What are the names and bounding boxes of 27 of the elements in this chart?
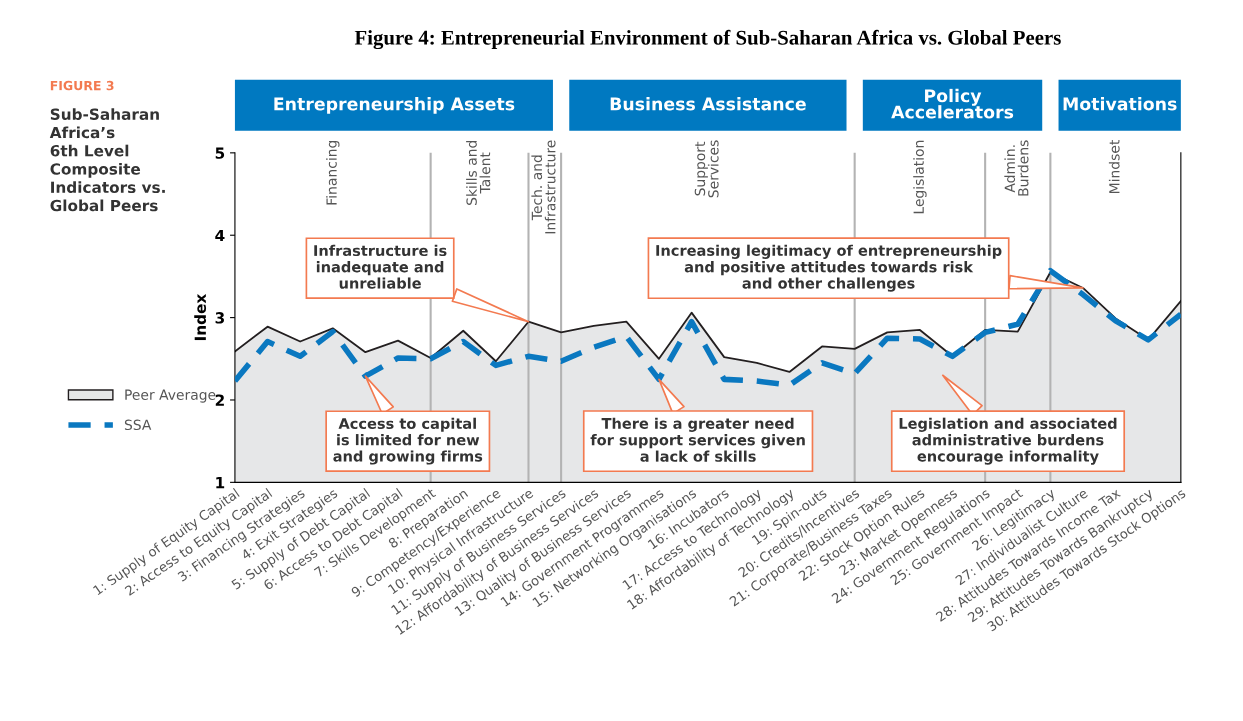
annotation: Legislation xyxy=(913,140,927,214)
y-tick-label: 5 xyxy=(215,147,225,159)
annotation: Tech. and Infrastructure xyxy=(531,140,556,234)
annotation: Financing xyxy=(326,140,340,205)
annotation: Admin. Burdens xyxy=(1004,140,1029,196)
annotation: Infrastructure is inadequate and unreliable xyxy=(314,244,447,289)
y-tick-label: 3 xyxy=(215,312,224,324)
annotation: Legislation and associated administrative burdens encourage informality xyxy=(899,417,1117,465)
chart-title: Figure 4: Entrepreneurial Environment of Sub-Saharan Africa vs. Global Peers xyxy=(354,29,1061,50)
text: Motivations xyxy=(1063,97,1177,111)
annotation: Mindset xyxy=(1108,140,1120,193)
annotation: Support Services xyxy=(694,140,719,198)
text: Policy Accelerators xyxy=(891,88,1014,119)
annotation: There is a greater need for support services given a lack of skills xyxy=(590,417,805,462)
y-tick-label: 1 xyxy=(216,477,225,489)
text: Business Assistance xyxy=(610,97,806,111)
legend-label: SSA xyxy=(124,419,152,431)
y-tick-label: 2 xyxy=(215,394,224,406)
annotation: Skills and Talent xyxy=(466,140,491,205)
y-axis-title: Index xyxy=(194,293,207,341)
annotation: Increasing legitimacy of entrepreneurship and positive attitudes towards risk and other challenges xyxy=(656,244,1002,292)
caption: FIGURE 3 xyxy=(50,80,114,91)
legend-label: Peer Average xyxy=(125,389,216,403)
text: Sub-Saharan Africa’s 6th Level Composite Indicators vs. Global Peers xyxy=(49,108,165,212)
y-tick-label: 4 xyxy=(215,229,225,242)
text: Entrepreneurship Assets xyxy=(274,97,515,114)
annotation: Access to capital is limited for new and growing firms xyxy=(333,417,483,465)
